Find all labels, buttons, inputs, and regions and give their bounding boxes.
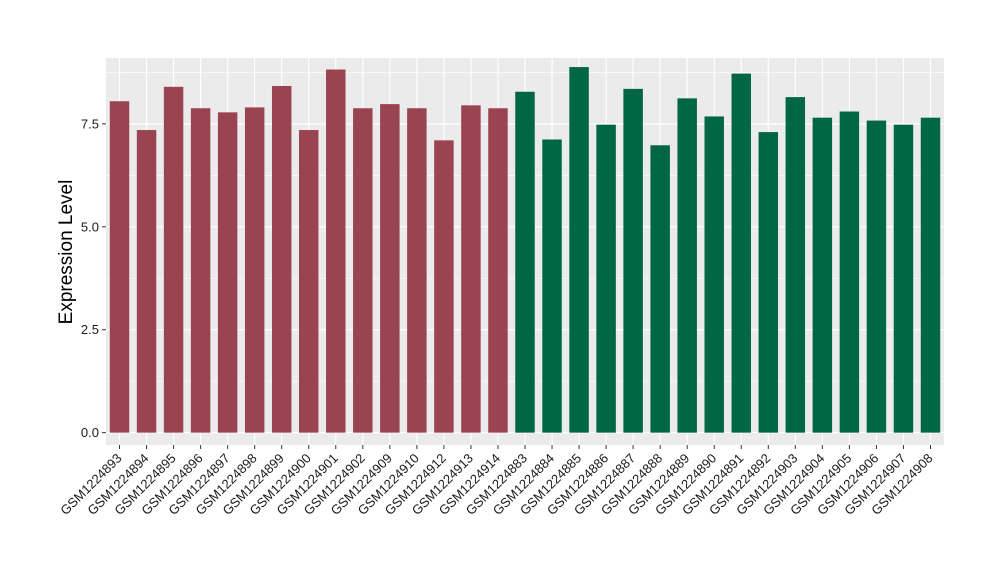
- bar: [920, 117, 941, 433]
- y-tick-label: 2.5: [81, 322, 99, 337]
- bar: [190, 108, 211, 433]
- y-tick-label: 5.0: [81, 219, 99, 234]
- bar: [542, 139, 562, 433]
- bar: [271, 85, 292, 433]
- bar: [515, 91, 535, 433]
- bar: [163, 86, 184, 433]
- bar: [217, 112, 238, 433]
- bar: [623, 88, 643, 433]
- bar: [326, 69, 346, 433]
- bar: [758, 132, 779, 433]
- x-axis-ticks: GSM1224893GSM1224894GSM1224895GSM1224896…: [57, 445, 936, 518]
- bar: [407, 108, 427, 433]
- bar: [731, 73, 751, 433]
- y-tick-label: 0.0: [81, 425, 99, 440]
- bar: [569, 67, 589, 433]
- bar: [434, 140, 454, 433]
- bar: [812, 117, 833, 433]
- bar: [650, 145, 670, 433]
- bar: [893, 124, 914, 433]
- bar: [785, 97, 806, 433]
- bar: [677, 98, 697, 433]
- bar: [109, 101, 130, 433]
- bar: [839, 111, 860, 433]
- bar: [299, 130, 319, 433]
- y-axis-ticks: 0.0 2.5 5.0 7.5: [81, 116, 106, 440]
- bar: [380, 104, 400, 433]
- bar: [596, 124, 616, 433]
- bar: [136, 130, 157, 433]
- y-axis-title: Expression Level: [56, 180, 77, 325]
- bar: [704, 116, 724, 433]
- bar: [488, 108, 508, 433]
- bar: [866, 120, 887, 433]
- bars: [109, 67, 941, 433]
- bar: [244, 107, 265, 433]
- y-tick-label: 7.5: [81, 116, 99, 131]
- bar: [461, 105, 481, 433]
- bar: [353, 108, 373, 433]
